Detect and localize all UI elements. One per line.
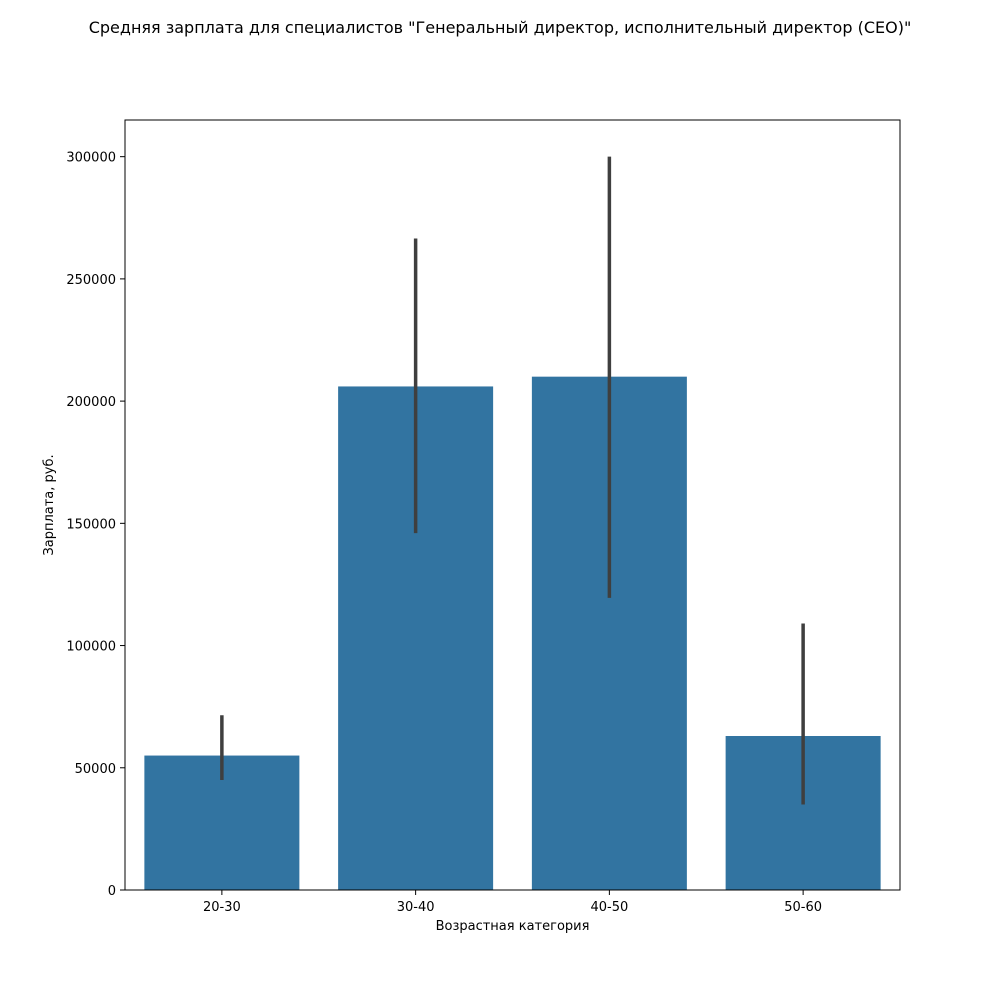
y-tick-label: 150000 [66,517,116,532]
error-bars-layer [220,156,805,805]
y-tick-label: 250000 [66,273,116,288]
x-tick-label: 40-50 [590,900,628,915]
bars-layer [144,376,881,891]
x-axis-label: Возрастная категория [436,919,590,934]
chart-title: Средняя зарплата для специалистов "Генер… [88,18,912,37]
axes-frame [124,119,901,891]
y-axis: 0 50000 100000 150000 200000 250000 300000 [66,151,125,899]
x-tick-label: 30-40 [397,900,435,915]
y-tick-label: 50000 [75,762,116,777]
y-tick-label: 300000 [66,151,116,166]
x-axis: 20-30 30-40 40-50 50-60 [203,890,822,915]
x-tick-label: 50-60 [784,900,822,915]
y-axis-label: Зарплата, руб. [42,454,57,555]
y-tick-label: 200000 [66,395,116,410]
x-tick-label: 20-30 [203,900,241,915]
y-tick-label: 100000 [66,640,116,655]
y-tick-label: 0 [108,884,116,899]
